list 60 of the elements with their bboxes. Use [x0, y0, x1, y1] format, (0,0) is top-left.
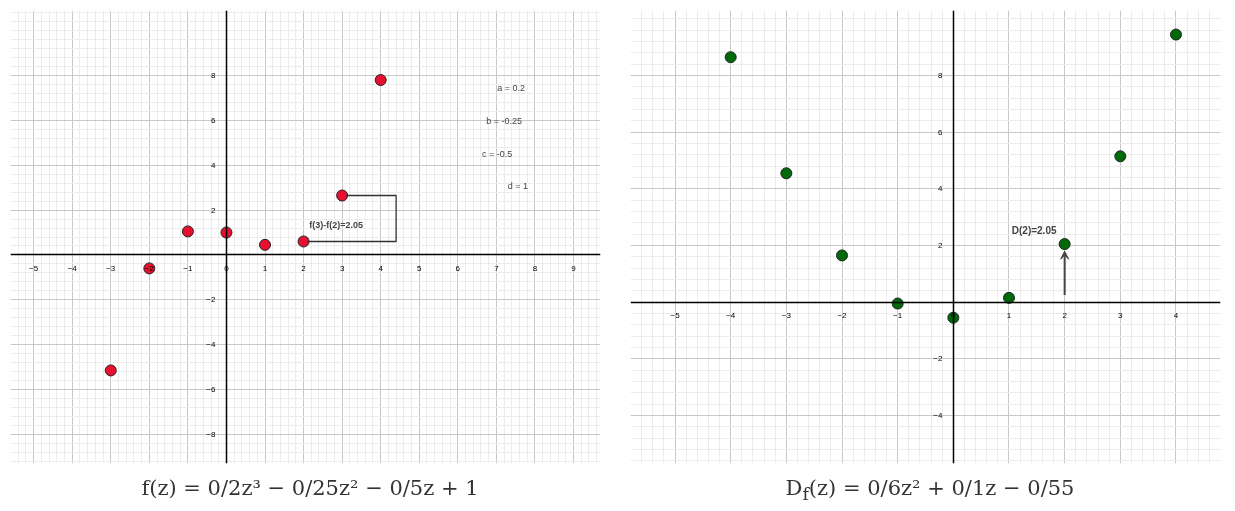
- point: [836, 249, 849, 262]
- annotation: D(2)=2.05: [1011, 224, 1057, 236]
- x-tick-label: −1: [893, 311, 903, 321]
- point: [297, 235, 310, 248]
- point: [724, 51, 737, 64]
- x-tick-label: −5: [29, 263, 39, 273]
- point: [1169, 28, 1182, 41]
- point: [336, 189, 349, 202]
- annotation: c = -0.5: [482, 148, 513, 159]
- annotation: a = 0.2: [497, 83, 525, 94]
- x-tick-label: 4: [378, 263, 384, 273]
- y-tick-label: −8: [206, 429, 216, 439]
- x-tick-label: 5: [417, 263, 423, 273]
- annotation: b = -0.25: [486, 115, 522, 126]
- y-tick-label: −4: [206, 340, 216, 350]
- x-tick-label: 1: [262, 263, 268, 273]
- x-tick-label: 3: [1118, 311, 1124, 321]
- x-tick-label: 9: [571, 263, 577, 273]
- y-tick-label: 2: [211, 205, 216, 215]
- x-tick-label: 3: [339, 263, 345, 273]
- point: [374, 74, 387, 87]
- x-tick-label: −4: [726, 311, 736, 321]
- point: [780, 167, 793, 180]
- annotation: d = 1: [507, 181, 529, 192]
- point: [181, 225, 194, 238]
- x-tick-label: 7: [494, 263, 500, 273]
- x-tick-label: −2: [837, 311, 848, 321]
- point: [1002, 291, 1015, 304]
- point: [1058, 238, 1071, 251]
- annotation: f(3)-f(2)=2.05: [309, 220, 364, 231]
- y-tick-label: 6: [937, 127, 943, 137]
- x-tick-label: −3: [106, 263, 116, 273]
- point: [1114, 150, 1127, 163]
- point: [259, 238, 272, 251]
- y-tick-label: 8: [937, 71, 943, 81]
- y-tick-label: 4: [211, 160, 216, 170]
- y-tick-label: −2: [206, 295, 216, 305]
- point: [891, 297, 904, 310]
- y-tick-label: 8: [211, 71, 216, 81]
- text: D$_{f}$(z) = 0/6z² + 0/1z − 0/55: [784, 475, 1076, 507]
- y-tick-label: −4: [933, 410, 943, 420]
- y-tick-label: 2: [937, 240, 943, 250]
- x-tick-label: 2: [301, 263, 307, 273]
- point: [220, 226, 233, 239]
- x-tick-label: −2: [144, 263, 155, 273]
- x-tick-label: 8: [532, 263, 538, 273]
- text: f(z) = 0/2z³ − 0/25z² − 0/5z + 1: [140, 475, 480, 502]
- x-tick-label: −5: [670, 311, 681, 321]
- y-tick-label: 4: [937, 184, 943, 194]
- x-tick-label: −1: [183, 263, 193, 273]
- y-tick-label: −2: [933, 354, 943, 364]
- x-tick-label: −4: [67, 263, 78, 273]
- x-tick-label: 6: [455, 263, 461, 273]
- point: [104, 364, 117, 377]
- x-tick-label: 2: [1062, 311, 1068, 321]
- x-tick-label: 1: [1006, 311, 1012, 321]
- y-tick-label: 6: [211, 115, 216, 125]
- x-tick-label: −3: [781, 311, 792, 321]
- x-tick-label: 4: [1173, 311, 1179, 321]
- y-tick-label: −6: [206, 385, 216, 394]
